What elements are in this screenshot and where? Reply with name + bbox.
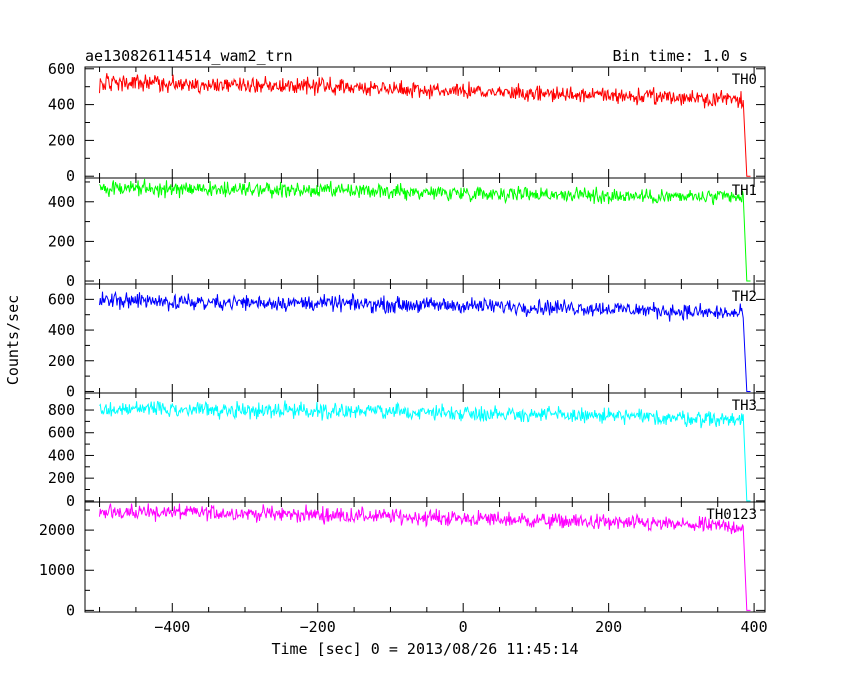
y-tick-label-th2: 200	[48, 352, 75, 370]
y-tick-label-th3: 800	[48, 401, 75, 419]
y-tick-label-th2: 400	[48, 321, 75, 339]
panel-label-th2: TH2	[732, 289, 757, 305]
x-axis-label: Time [sec] 0 = 2013/08/26 11:45:14	[271, 640, 578, 658]
y-tick-label-th3: 0	[66, 492, 75, 510]
x-tick-label: 400	[741, 618, 768, 636]
y-tick-label-th0123: 1000	[39, 561, 75, 579]
y-tick-label-th3: 400	[48, 446, 75, 464]
series-line-th1	[99, 178, 751, 282]
panel-label-th0: TH0	[732, 72, 757, 88]
series-line-th2	[99, 290, 751, 392]
x-tick-label: −400	[154, 618, 190, 636]
panel-frame-th1	[84, 177, 766, 285]
chart-subtitle: Bin time: 1.0 s	[613, 47, 748, 65]
y-tick-label-th3: 600	[48, 424, 75, 442]
y-tick-label-th0123: 2000	[39, 521, 75, 539]
series-line-th0123	[99, 503, 751, 611]
y-tick-label-th2: 600	[48, 290, 75, 308]
y-tick-label-th1: 400	[48, 193, 75, 211]
x-tick-label: 0	[459, 618, 468, 636]
y-tick-label-th0123: 0	[66, 601, 75, 619]
y-tick-label-th0: 400	[48, 96, 75, 114]
panel-frame-th2	[84, 283, 766, 394]
panel-label-th0123: TH0123	[706, 507, 757, 523]
panel-frame-th0123	[84, 501, 766, 613]
y-tick-label-th1: 200	[48, 232, 75, 250]
y-axis-label: Counts/sec	[4, 295, 22, 385]
chart-title: ae130826114514_wam2_trn	[85, 47, 293, 65]
x-tick-label: 200	[595, 618, 622, 636]
y-tick-label-th0: 200	[48, 131, 75, 149]
y-tick-label-th2: 0	[66, 382, 75, 400]
y-tick-label-th1: 0	[66, 272, 75, 290]
y-tick-label-th0: 600	[48, 60, 75, 78]
panels-group: 0 200 400 600 TH0 0 200 400 TH1 0 200 400 600 TH2 0 200…	[39, 60, 768, 636]
y-tick-label-th3: 200	[48, 469, 75, 487]
series-line-th3	[99, 400, 751, 502]
y-tick-label-th0: 0	[66, 167, 75, 185]
panel-label-th3: TH3	[732, 398, 757, 414]
x-tick-label: −200	[300, 618, 336, 636]
panel-label-th1: TH1	[732, 183, 757, 199]
series-line-th0	[99, 73, 751, 177]
